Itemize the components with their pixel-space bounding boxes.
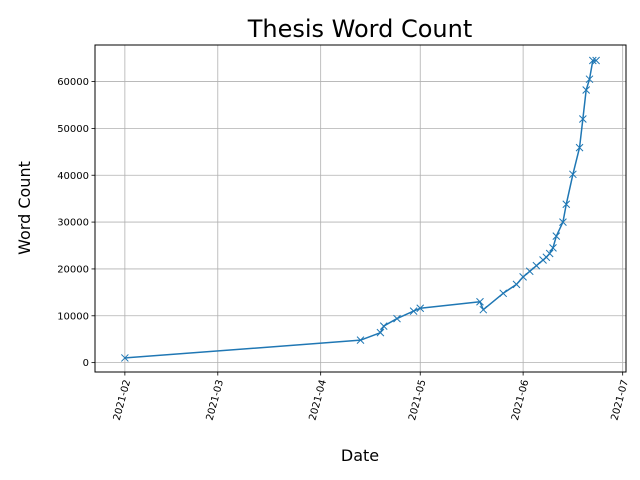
grid-lines (95, 45, 626, 372)
y-tick-label: 40000 (57, 171, 89, 182)
x-axis-ticks: 2021-02 2021-03 2021-04 2021-05 2021-06 2021-… (112, 372, 631, 422)
x-tick-label: 2021-03 (205, 379, 226, 422)
data-point-marker (409, 307, 418, 315)
y-tick-label: 20000 (57, 265, 89, 276)
data-point-marker (549, 243, 557, 252)
y-tick-label: 50000 (57, 124, 89, 135)
data-point-marker (562, 200, 571, 209)
data-point-marker (588, 56, 597, 65)
data-point-marker (552, 232, 561, 240)
data-point-marker (592, 56, 600, 65)
x-tick-label: 2021-07 (610, 379, 631, 422)
data-point-marker (579, 115, 587, 123)
data-point-marker (525, 267, 534, 276)
data-point-marker (545, 249, 554, 258)
y-axis-ticks: 0 10000 20000 30000 40000 50000 60000 (57, 77, 95, 369)
data-point-marker (559, 218, 567, 226)
data-point-marker (376, 328, 385, 337)
chart-title: Thesis Word Count (247, 15, 473, 43)
data-point-marker (569, 170, 577, 179)
series-group (121, 56, 600, 362)
data-point-marker (512, 280, 521, 289)
data-point-marker (356, 336, 365, 344)
data-point-marker (585, 75, 594, 84)
data-point-marker (519, 273, 527, 281)
x-tick-label: 2021-02 (112, 379, 133, 422)
x-tick-label: 2021-05 (407, 379, 428, 422)
y-tick-label: 30000 (57, 218, 89, 229)
y-tick-label: 60000 (57, 77, 89, 88)
data-point-marker (582, 86, 591, 94)
data-point-marker (379, 322, 388, 330)
plot-area-frame (94, 44, 627, 373)
data-point-marker (393, 314, 401, 323)
data-point-marker (575, 143, 584, 152)
x-tick-label: 2021-06 (510, 379, 531, 422)
data-point-marker (532, 261, 541, 270)
y-axis-label: Word Count (15, 161, 34, 255)
y-tick-label: 10000 (57, 311, 89, 322)
y-tick-label: 0 (83, 358, 89, 369)
data-point-marker (479, 305, 488, 314)
x-tick-label: 2021-04 (308, 379, 329, 422)
x-axis-label: Date (341, 446, 379, 465)
series-line (124, 59, 597, 359)
data-point-marker (476, 297, 484, 306)
data-point-marker (416, 304, 425, 313)
data-point-marker (499, 289, 508, 298)
data-point-marker (121, 354, 129, 362)
